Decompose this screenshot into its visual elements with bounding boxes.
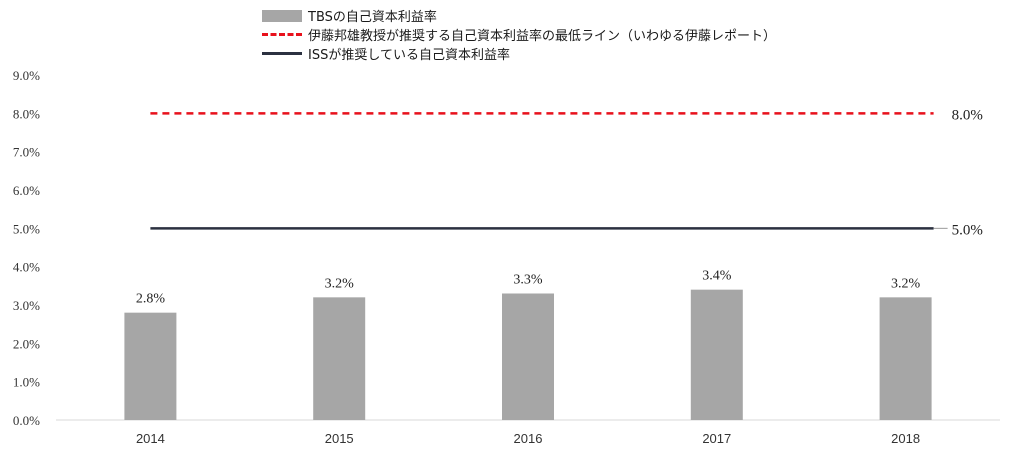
bar (502, 293, 554, 420)
legend-label-solid-line: ISSが推奨している自己資本利益率 (308, 48, 510, 63)
bar-series (124, 289, 932, 420)
dashed-line-label: 8.0% (952, 107, 983, 123)
legend-item-bar: TBSの自己資本利益率 (262, 6, 776, 25)
bar (313, 297, 366, 420)
y-tick-label: 4.0% (13, 260, 40, 275)
y-axis: 0.0% 1.0% 2.0% 3.0% 4.0% 5.0% 6.0% 7.0% 8.0% 9.0% (13, 68, 40, 428)
legend-swatch-bar (262, 9, 302, 22)
legend-swatch-dashed-line (262, 33, 302, 36)
bar-data-label: 3.2% (891, 276, 921, 291)
y-tick-label: 9.0% (13, 68, 40, 83)
legend-item-solid-line: ISSが推奨している自己資本利益率 (262, 44, 776, 63)
y-tick-label: 0.0% (13, 413, 40, 428)
legend-label-dashed-line: 伊藤邦雄教授が推奨する自己資本利益率の最低ライン（いわゆる伊藤レポート） (308, 29, 777, 44)
reference-lines (150, 112, 948, 230)
legend-swatch-solid-line (262, 52, 302, 55)
x-tick-label: 2014 (136, 431, 165, 446)
bar (690, 289, 743, 420)
bar (124, 312, 177, 420)
y-tick-label: 3.0% (13, 298, 40, 313)
bar-data-label: 3.4% (702, 269, 732, 284)
x-tick-label: 2015 (325, 431, 354, 446)
y-tick-label: 6.0% (13, 183, 40, 198)
data-labels: 2.8% 3.2% 3.3% 3.4% 3.2% 8.0% 5.0% (136, 107, 983, 306)
legend-item-dashed-line: 伊藤邦雄教授が推奨する自己資本利益率の最低ライン（いわゆる伊藤レポート） (262, 25, 776, 44)
legend-label-bar: TBSの自己資本利益率 (308, 10, 437, 25)
x-axis: 2014 2015 2016 2017 2018 (136, 431, 920, 446)
y-tick-label: 7.0% (13, 145, 40, 160)
x-tick-label: 2017 (702, 431, 731, 446)
bar-data-label: 2.8% (136, 292, 166, 307)
y-tick-label: 2.0% (13, 336, 40, 351)
x-tick-label: 2016 (514, 431, 543, 446)
x-tick-label: 2018 (891, 431, 920, 446)
y-tick-label: 5.0% (13, 221, 40, 236)
bar-data-label: 3.3% (513, 273, 543, 288)
bar-data-label: 3.2% (325, 276, 355, 291)
y-tick-label: 8.0% (13, 106, 40, 121)
bar (879, 297, 932, 420)
y-tick-label: 1.0% (13, 375, 40, 390)
legend: TBSの自己資本利益率 伊藤邦雄教授が推奨する自己資本利益率の最低ライン（いわゆ… (262, 6, 776, 63)
solid-line-label: 5.0% (952, 222, 983, 238)
